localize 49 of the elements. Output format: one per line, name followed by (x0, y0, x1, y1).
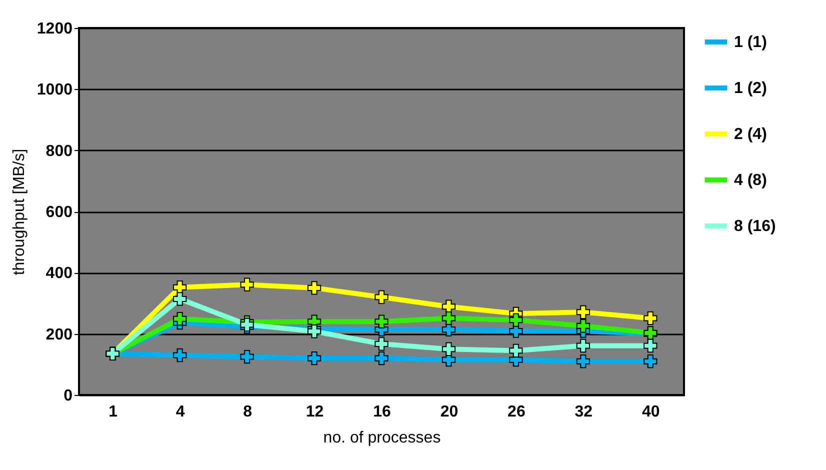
legend-label: 8 (16) (734, 218, 776, 235)
point (576, 319, 590, 333)
legend-label: 1 (1) (734, 34, 767, 51)
x-tick-label: 40 (642, 404, 660, 420)
y-tick-label: 800 (46, 142, 73, 160)
point (374, 290, 388, 304)
point (644, 338, 658, 353)
point (644, 354, 658, 368)
point (240, 350, 254, 364)
point (442, 300, 456, 314)
point (173, 312, 187, 326)
point (509, 344, 523, 358)
point (307, 324, 322, 338)
point (509, 313, 523, 327)
x-tick-label: 32 (574, 404, 593, 420)
x-tick-label: 12 (306, 404, 324, 420)
point (307, 351, 322, 366)
point (173, 292, 187, 306)
point (307, 281, 322, 295)
y-tick-label: 400 (46, 265, 73, 282)
x-tick-label: 4 (176, 404, 185, 420)
point (442, 342, 456, 356)
point (644, 311, 658, 326)
point (374, 314, 388, 328)
point (576, 305, 590, 319)
point (173, 348, 187, 362)
y-tick-label: 1200 (36, 20, 73, 38)
point (576, 338, 590, 353)
y-tick-label: 200 (46, 326, 73, 344)
y-tick-label: 1000 (36, 82, 73, 99)
point (442, 322, 456, 336)
y-tick-label: 600 (46, 204, 73, 221)
point (374, 337, 388, 351)
legend-label: 2 (4) (734, 126, 767, 143)
x-tick-label: 8 (243, 404, 252, 420)
point (442, 311, 456, 326)
legend-label: 4 (8) (734, 172, 767, 189)
point (576, 354, 590, 368)
x-axis-title: no. of processes (323, 430, 441, 446)
y-tick-label: 0 (64, 388, 73, 404)
legend-label: 1 (2) (734, 80, 767, 97)
x-tick-label: 26 (508, 404, 526, 420)
x-tick-label: 1 (108, 404, 118, 420)
x-tick-label: 16 (373, 404, 391, 420)
point (240, 318, 254, 332)
y-axis-title: throughput [MB/s] (10, 148, 28, 276)
point (240, 278, 254, 292)
point (374, 351, 388, 366)
x-tick-label: 20 (440, 404, 458, 420)
